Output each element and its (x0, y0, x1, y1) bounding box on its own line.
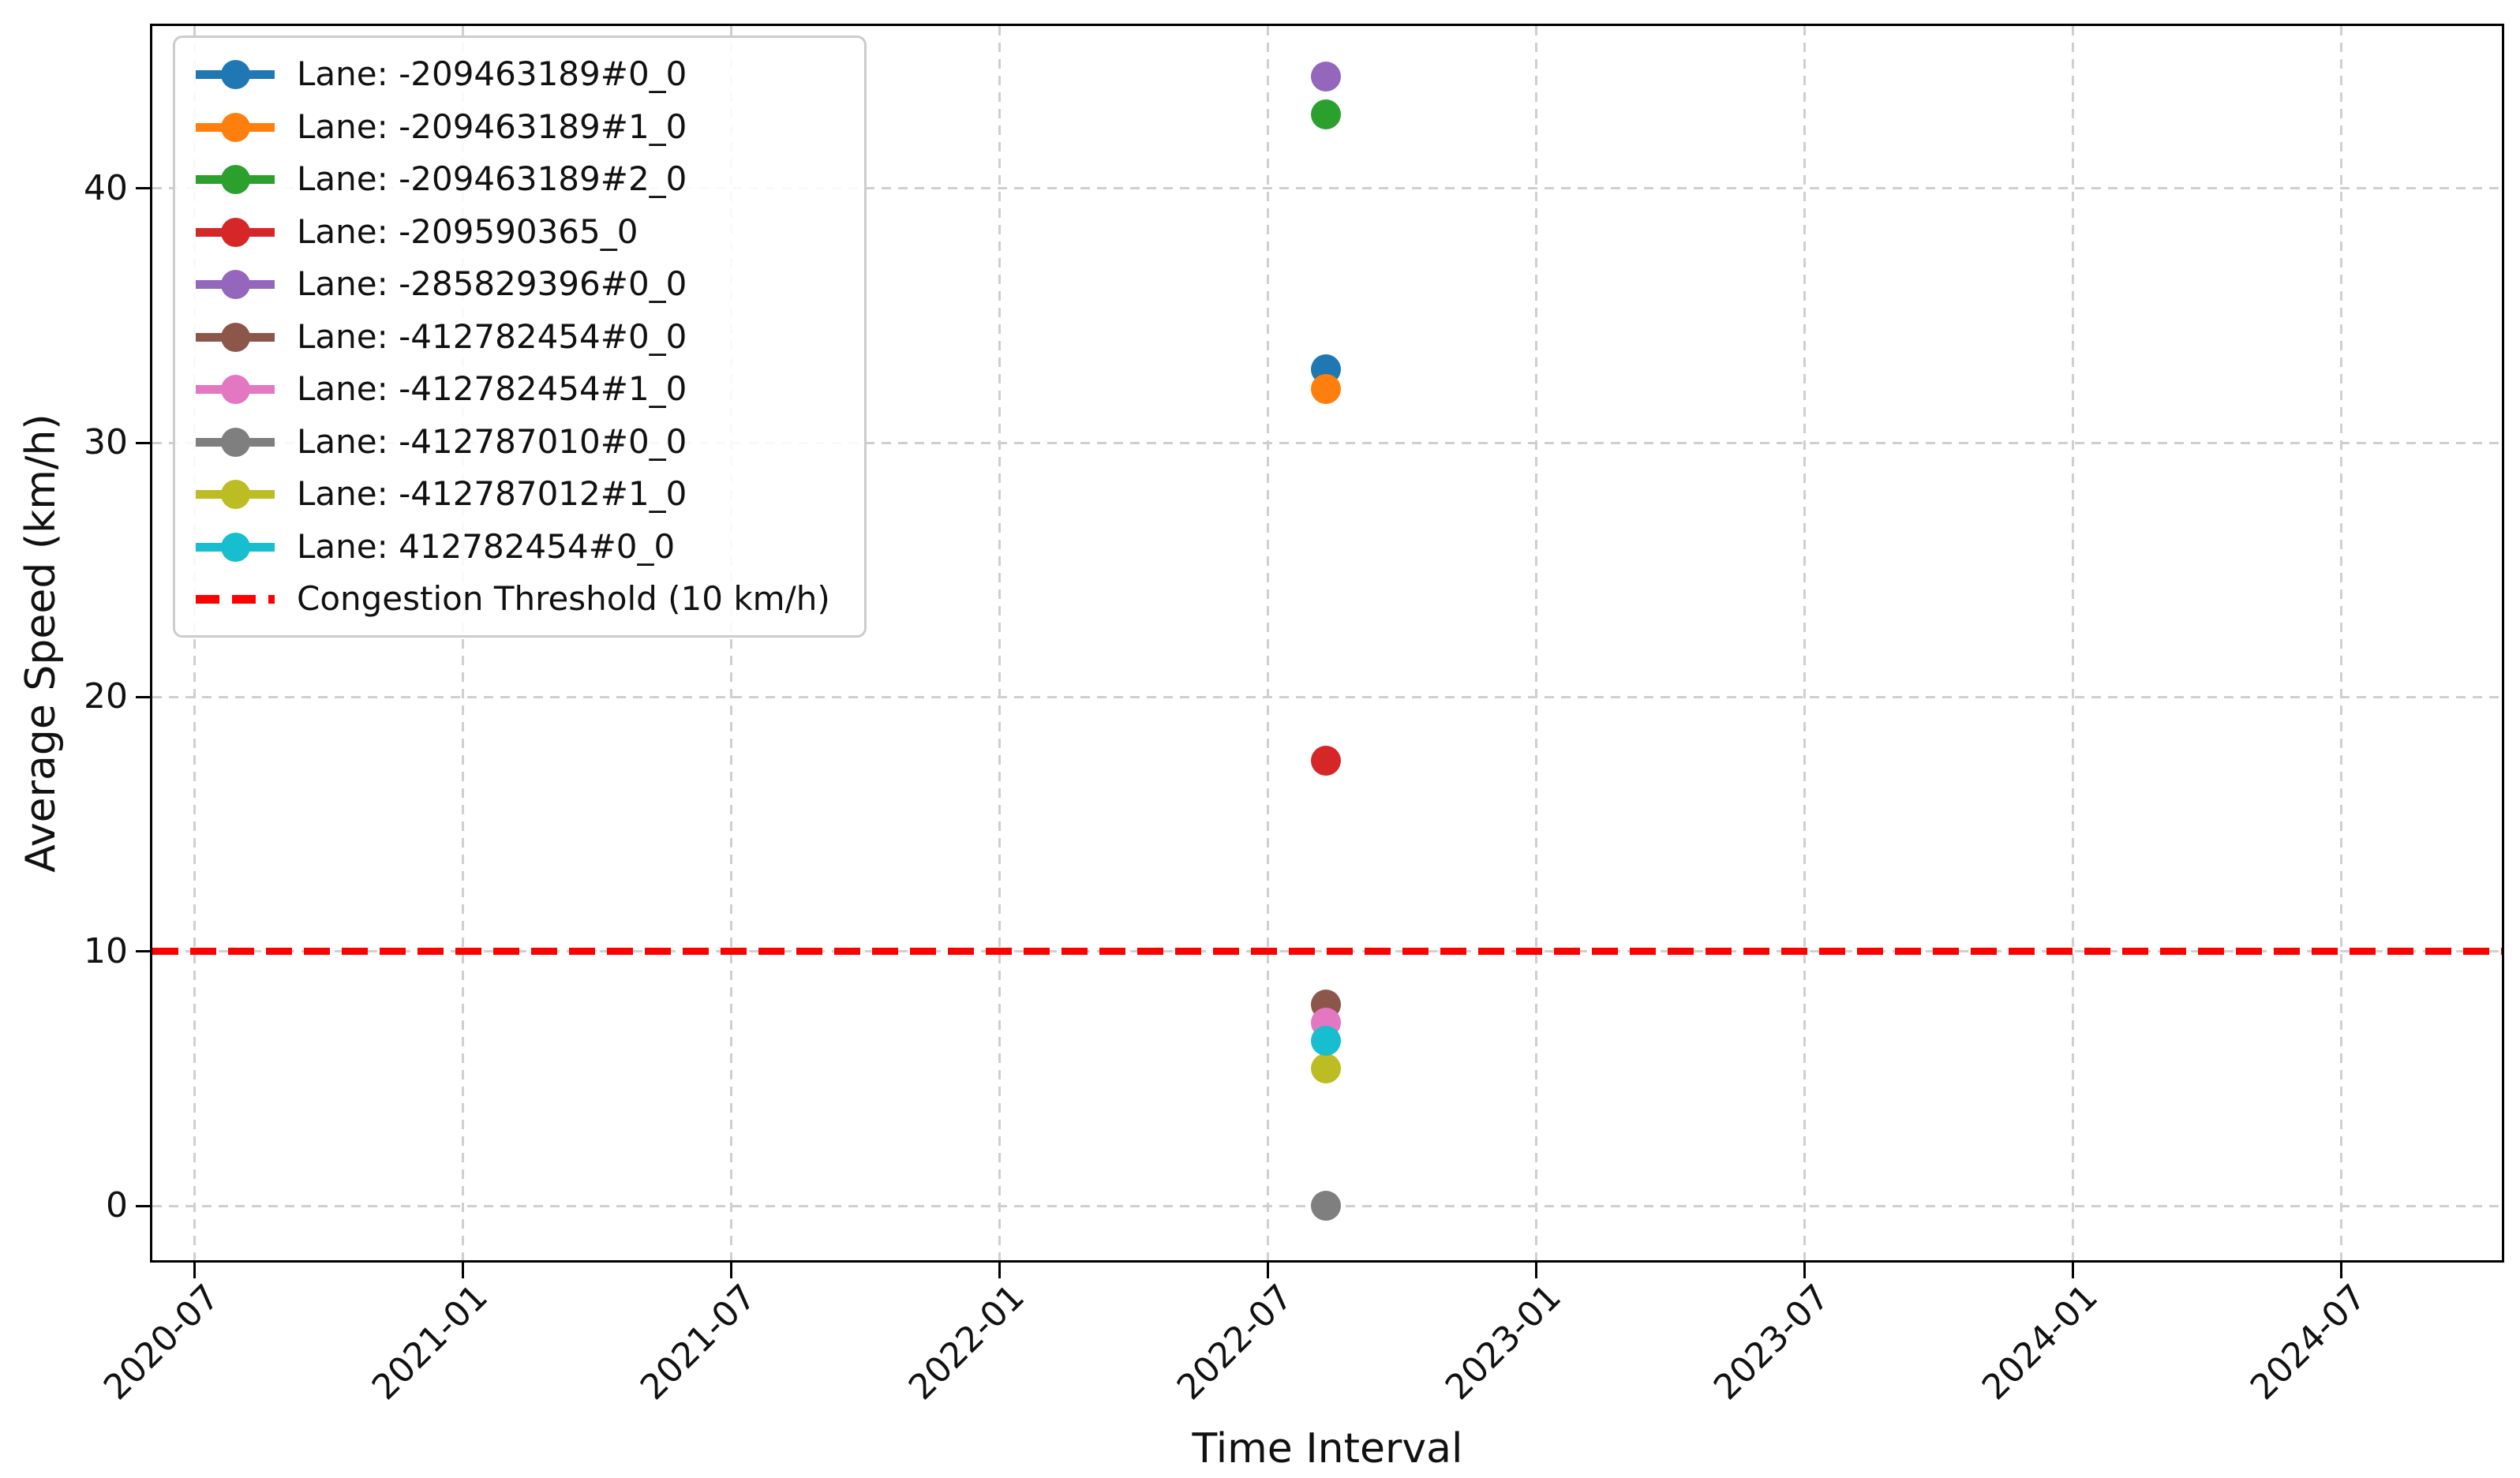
legend-row: Lane: -209463189#2_0 (196, 155, 864, 204)
plot-border (150, 24, 2504, 1263)
x-tick-mark (998, 1263, 1001, 1278)
y-gridline (152, 187, 2502, 190)
legend-row: Lane: -412782454#0_0 (196, 312, 864, 361)
legend-dot-icon (221, 112, 250, 142)
data-point--209463189#2_0 (1310, 99, 1341, 130)
legend-dot-icon (221, 532, 250, 562)
x-tick-mark (2339, 1263, 2342, 1278)
legend-dot-icon (221, 427, 250, 457)
legend-marker (196, 269, 275, 299)
legend-row: Lane: -412782454#1_0 (196, 365, 864, 413)
legend-dot-icon (221, 270, 250, 299)
x-tick-mark (1534, 1263, 1537, 1278)
x-tick-mark (193, 1263, 196, 1278)
data-point--285829396#0_0 (1310, 61, 1341, 92)
legend-dot-icon (221, 322, 250, 352)
legend-label: Lane: -209590365_0 (297, 211, 638, 251)
legend-row: Lane: -285829396#0_0 (196, 260, 864, 309)
data-point-412782454#0_0 (1310, 1025, 1341, 1056)
legend-label: Lane: -412787010#0_0 (297, 421, 687, 461)
x-gridline (193, 26, 196, 1261)
y-tick-label: 40 (84, 167, 128, 208)
legend-row-threshold: Congestion Threshold (10 km/h) (196, 574, 864, 623)
y-tick-mark (136, 1204, 152, 1207)
legend-row: Lane: -209463189#1_0 (196, 103, 864, 152)
y-axis-label: Average Speed (km/h) (17, 413, 65, 873)
x-gridline (998, 26, 1001, 1261)
x-gridline (2339, 26, 2342, 1261)
legend-marker (196, 479, 275, 509)
x-tick-label: 2023-07 (1706, 1277, 1838, 1409)
x-tick-label: 2024-01 (1975, 1277, 2106, 1409)
x-tick-label: 2021-01 (365, 1277, 496, 1409)
legend-label: Lane: -209463189#0_0 (297, 54, 687, 93)
legend-marker (196, 164, 275, 194)
data-point--209590365_0 (1310, 745, 1341, 776)
legend-label: Lane: -209463189#1_0 (297, 107, 687, 146)
legend-row: Lane: -209463189#0_0 (196, 50, 864, 99)
legend-dot-icon (221, 217, 250, 247)
x-tick-label: 2024-07 (2243, 1277, 2375, 1409)
x-tick-label: 2023-01 (1438, 1277, 1570, 1409)
legend-row: Lane: -412787012#1_0 (196, 470, 864, 518)
legend-label: Lane: -412782454#0_0 (297, 316, 687, 356)
y-gridline (152, 695, 2502, 698)
x-gridline (1534, 26, 1537, 1261)
x-tick-mark (1266, 1263, 1269, 1278)
legend-marker (196, 59, 275, 89)
y-tick-mark (136, 695, 152, 698)
legend-label: Lane: -412782454#1_0 (297, 369, 687, 408)
x-gridline (1266, 26, 1269, 1261)
x-tick-mark (461, 1263, 464, 1278)
data-point--209463189#1_0 (1310, 374, 1341, 405)
legend-threshold-marker (196, 584, 275, 614)
legend-dot-icon (221, 480, 250, 509)
legend-label: Lane: -412787012#1_0 (297, 474, 687, 513)
legend-label: Lane: 412782454#0_0 (297, 526, 676, 566)
legend-label: Congestion Threshold (10 km/h) (297, 579, 830, 618)
x-tick-mark (1803, 1263, 1806, 1278)
legend-marker (196, 427, 275, 457)
x-tick-label: 2020-07 (96, 1277, 228, 1409)
legend-row: Lane: 412782454#0_0 (196, 522, 864, 571)
legend-row: Lane: -209590365_0 (196, 208, 864, 256)
legend-marker (196, 532, 275, 562)
y-tick-mark (136, 187, 152, 190)
y-tick-mark (136, 950, 152, 953)
legend-marker (196, 217, 275, 247)
x-tick-label: 2021-07 (633, 1277, 765, 1409)
legend-dot-icon (221, 375, 250, 404)
x-gridline (1803, 26, 1806, 1261)
congestion-threshold-line (152, 948, 2502, 956)
x-axis-label: Time Interval (1192, 1425, 1463, 1472)
legend-dashed-line-icon (196, 595, 275, 604)
x-tick-label: 2022-01 (901, 1277, 1033, 1409)
y-gridline (152, 441, 2502, 444)
x-gridline (461, 26, 464, 1261)
legend-marker (196, 112, 275, 142)
legend-label: Lane: -285829396#0_0 (297, 264, 687, 303)
legend-dot-icon (221, 165, 250, 194)
y-tick-label: 20 (84, 676, 128, 717)
y-tick-label: 0 (106, 1185, 128, 1225)
x-tick-label: 2022-07 (1170, 1277, 1301, 1409)
y-tick-label: 10 (84, 930, 128, 971)
x-tick-mark (2071, 1263, 2074, 1278)
legend: Lane: -209463189#0_0 Lane: -209463189#1_0… (173, 36, 867, 638)
y-tick-label: 30 (84, 422, 128, 463)
legend-marker (196, 374, 275, 404)
legend-dot-icon (221, 60, 250, 89)
data-point--412787012#1_0 (1310, 1053, 1341, 1083)
x-gridline (729, 26, 732, 1261)
legend-row: Lane: -412787010#0_0 (196, 417, 864, 466)
x-tick-mark (729, 1263, 732, 1278)
x-gridline (2071, 26, 2074, 1261)
legend-marker (196, 322, 275, 352)
data-point--412787010#0_0 (1310, 1191, 1341, 1221)
y-tick-mark (136, 441, 152, 444)
legend-label: Lane: -209463189#2_0 (297, 159, 687, 198)
